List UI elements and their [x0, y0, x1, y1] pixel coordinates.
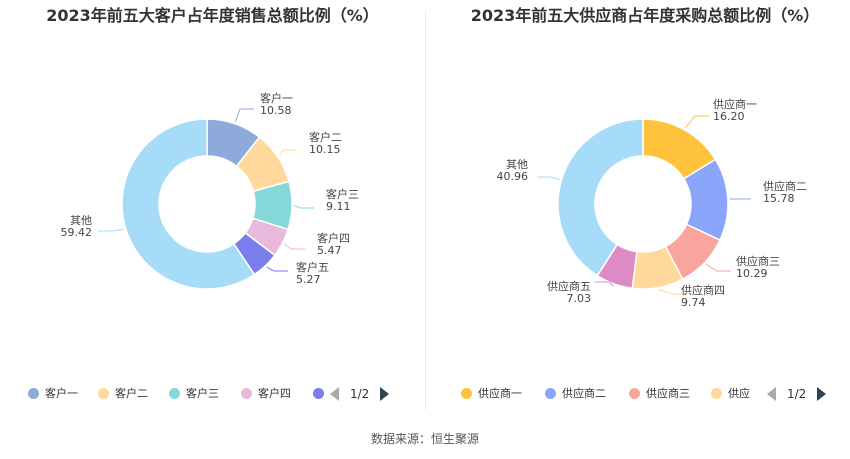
legend-item[interactable]: 供应: [711, 384, 750, 404]
legend-item[interactable]: [313, 384, 330, 404]
slice-name-label: 客户四: [317, 231, 350, 245]
slice-value-label: 7.03: [567, 292, 592, 305]
slice-name-label: 客户三: [326, 187, 359, 201]
slice-value-label: 10.29: [736, 267, 768, 280]
slice-name-label: 客户一: [260, 91, 293, 105]
slice-value-label: 59.42: [61, 226, 93, 239]
slice-name-label: 其他: [70, 214, 92, 227]
supplier-legend: 供应商一 供应商二 供应商三 供应 1/2: [425, 384, 850, 404]
slice-name-label: 供应商四: [681, 283, 725, 297]
legend-color-dot: [313, 387, 324, 399]
legend-next-page-icon[interactable]: [380, 387, 389, 401]
leader-line: [279, 149, 297, 157]
slice-value-label: 15.78: [763, 192, 795, 205]
leader-line: [537, 176, 560, 181]
slice-value-label: 5.47: [317, 244, 342, 257]
supplier-chart-panel: 2023年前五大供应商占年度采购总额比例（%） 供应商一 16.20 供应商二 15.…: [425, 0, 850, 420]
legend-item[interactable]: 客户三: [169, 384, 219, 404]
legend-label: 供应商一: [478, 387, 522, 400]
legend-color-dot: [98, 387, 109, 399]
legend-label: 客户一: [45, 387, 78, 400]
leader-line: [685, 115, 709, 129]
legend-color-dot: [461, 387, 472, 399]
legend-prev-page-icon[interactable]: [767, 387, 776, 401]
slice-name-label: 客户五: [296, 260, 329, 274]
leader-line: [293, 205, 314, 209]
leader-line: [98, 228, 124, 232]
leader-line: [705, 263, 731, 272]
slice-name-label: 其他: [506, 158, 528, 171]
legend-color-dot: [545, 387, 556, 399]
data-source-note: 数据来源：恒生聚源: [370, 432, 479, 446]
legend-item[interactable]: 客户二: [98, 384, 148, 404]
legend-label: 客户三: [186, 387, 219, 400]
legend-color-dot: [711, 387, 722, 399]
panel-divider: [425, 10, 426, 410]
slice-value-label: 10.15: [309, 143, 341, 156]
legend-label: 客户四: [258, 387, 291, 400]
legend-page-indicator: 1/2: [350, 387, 370, 401]
leader-line: [266, 266, 288, 272]
legend-item[interactable]: 客户一: [28, 384, 78, 404]
leader-line: [658, 289, 687, 295]
donut-slice[interactable]: [121, 118, 256, 290]
legend-item[interactable]: 供应商三: [629, 384, 690, 404]
slice-value-label: 40.96: [497, 170, 529, 183]
legend-item[interactable]: 供应商一: [461, 384, 522, 404]
slice-name-label: 供应商一: [713, 97, 757, 111]
slice-name-label: 供应商五: [547, 279, 591, 293]
slice-name-label: 供应商二: [763, 179, 807, 193]
slice-name-label: 客户二: [309, 130, 342, 144]
chart-title: 2023年前五大供应商占年度采购总额比例（%）: [470, 6, 820, 25]
customer-chart-panel: 2023年前五大客户占年度销售总额比例（%） 客户一 10.58 客户二 10.15 客…: [0, 0, 425, 420]
legend-color-dot: [241, 387, 252, 399]
slice-name-label: 供应商三: [736, 254, 780, 268]
legend-label: 供应商三: [646, 387, 690, 400]
leader-line: [234, 108, 254, 122]
legend-label: 供应商二: [562, 387, 606, 400]
legend-color-dot: [28, 387, 39, 399]
legend-label: 客户二: [115, 387, 148, 400]
legend-prev-page-icon[interactable]: [330, 387, 339, 401]
legend-page-indicator: 1/2: [787, 387, 807, 401]
leader-line: [284, 243, 305, 250]
chart-title: 2023年前五大客户占年度销售总额比例（%）: [46, 6, 379, 25]
legend-item[interactable]: 客户四: [241, 384, 291, 404]
slice-value-label: 16.20: [713, 110, 745, 123]
legend-next-page-icon[interactable]: [817, 387, 826, 401]
slice-value-label: 5.27: [296, 273, 321, 286]
legend-color-dot: [629, 387, 640, 399]
slice-value-label: 10.58: [260, 104, 292, 117]
legend-label: 供应: [728, 387, 750, 400]
donut-slice[interactable]: [557, 118, 644, 277]
leader-line: [595, 281, 614, 287]
legend-color-dot: [169, 387, 180, 399]
slice-value-label: 9.74: [681, 296, 706, 309]
slice-value-label: 9.11: [326, 200, 351, 213]
legend-item[interactable]: 供应商二: [545, 384, 606, 404]
customer-legend: 客户一 客户二 客户三 客户四 1/2: [0, 384, 425, 404]
